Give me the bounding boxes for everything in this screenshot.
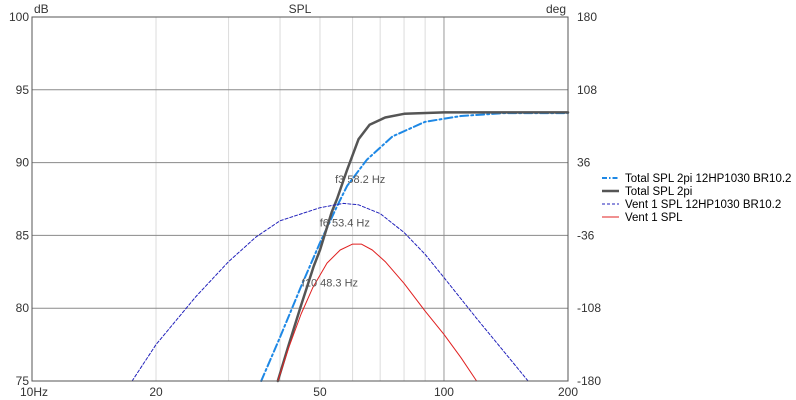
annotation-label: f6 53.4 Hz — [320, 218, 370, 230]
series-line-4 — [277, 243, 478, 382]
y2-tick-label: 36 — [577, 156, 591, 170]
y2-tick-label: 180 — [577, 10, 597, 24]
x-tick-label: 100 — [434, 385, 454, 399]
grid-lines — [32, 17, 568, 381]
x-tick-label: 20 — [149, 385, 163, 399]
annotation-label: f3 58.2 Hz — [335, 174, 385, 186]
y2-tick-label: 108 — [577, 83, 597, 97]
y-tick-label: 100 — [9, 10, 29, 24]
y2-tick-label: -36 — [577, 228, 595, 242]
y2-tick-label: -180 — [577, 374, 601, 388]
series-line-1 — [260, 112, 569, 382]
y2-tick-label: -108 — [577, 301, 601, 315]
x-tick-label: 10Hz — [20, 385, 48, 399]
legend-label: Total SPL 2pi — [625, 186, 692, 198]
annotation-label: f10 48.3 Hz — [302, 277, 358, 289]
plot-area — [32, 17, 568, 381]
legend-label: Vent 1 SPL — [625, 212, 683, 224]
legend-label: Total SPL 2pi 12HP1030 BR10.2 — [625, 173, 791, 185]
chart-title: SPL — [289, 2, 312, 16]
x-tick-label: 200 — [558, 385, 578, 399]
legend-label: Vent 1 SPL 12HP1030 BR10.2 — [625, 199, 781, 211]
series-line-2 — [276, 111, 570, 383]
y2-axis-label: deg — [546, 2, 566, 16]
x-tick-label: 50 — [313, 385, 327, 399]
y-tick-label: 85 — [16, 228, 30, 242]
y-tick-label: 95 — [16, 83, 30, 97]
plot-border — [31, 16, 569, 382]
y-tick-label: 75 — [16, 374, 30, 388]
y-axis-label: dB — [34, 2, 49, 16]
y-tick-label: 80 — [16, 301, 30, 315]
y-tick-label: 90 — [16, 156, 30, 170]
series-line-3 — [131, 202, 529, 382]
